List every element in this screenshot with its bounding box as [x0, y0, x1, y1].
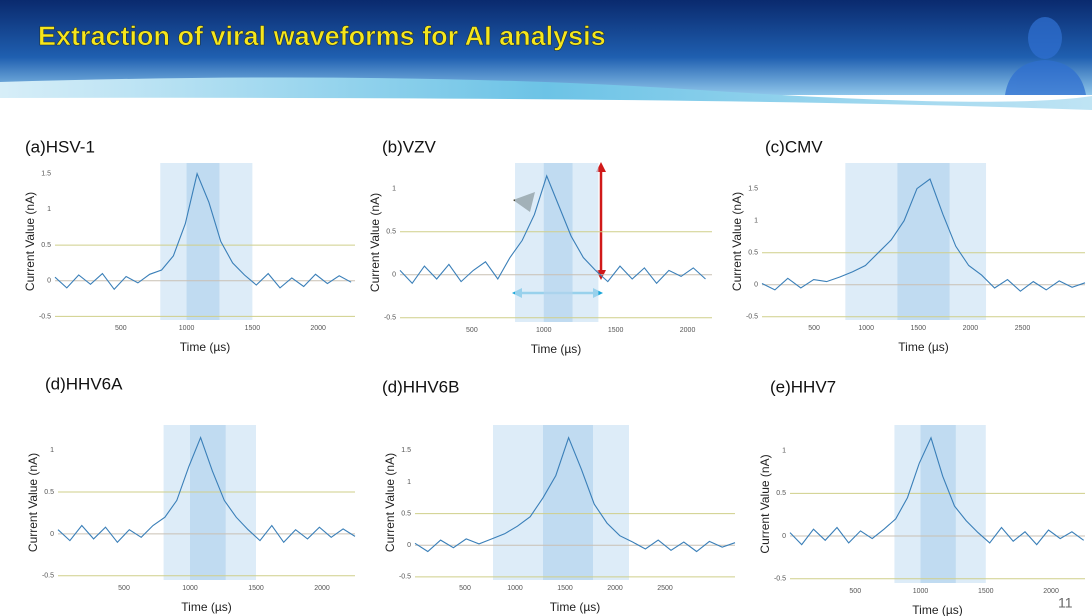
y-tick-label: -0.5: [39, 313, 51, 320]
panel-title: (d)HHV6A: [45, 374, 123, 393]
y-tick-label: 0: [754, 282, 758, 289]
x-tick-label: 500: [849, 588, 861, 595]
highlight-inner: [543, 425, 593, 580]
x-tick-label: 2000: [1043, 588, 1059, 595]
x-tick-label: 2000: [314, 585, 330, 592]
x-tick-label: 2000: [680, 327, 696, 334]
x-tick-label: 2000: [607, 585, 623, 592]
x-tick-label: 1500: [911, 325, 927, 332]
y-axis-label: Current Value (nA): [26, 453, 40, 552]
y-tick-label: 0: [392, 272, 396, 279]
waveform: [57, 436, 356, 544]
y-tick-label: 1: [407, 479, 411, 486]
y-tick-label: -0.5: [746, 314, 758, 321]
y-axis-label: Current Value (nA): [23, 192, 37, 291]
chart-panel: -0.5 0 0.5 1 1.5 500 1000 1500 2000 2500 (d)HHV6B T…: [382, 377, 736, 614]
x-tick-label: 1500: [557, 585, 573, 592]
x-tick-label: 1500: [608, 327, 624, 334]
x-axis-label: Time (µs): [550, 600, 600, 614]
y-tick-label: 1: [754, 218, 758, 225]
x-tick-label: 500: [115, 325, 127, 332]
x-tick-label: 1500: [978, 588, 994, 595]
y-tick-label: 0: [782, 533, 786, 540]
y-tick-label: -0.5: [399, 574, 411, 581]
highlight-inner: [920, 425, 956, 583]
waveform: [761, 178, 1086, 292]
x-tick-label: 1000: [858, 325, 874, 332]
highlight-inner: [190, 425, 226, 580]
slide-title: Extraction of viral waveforms for AI ana…: [38, 21, 606, 51]
waveform: [789, 436, 1085, 546]
header-swoosh: [0, 77, 1092, 110]
waveform: [414, 436, 736, 553]
page-number: 11: [1058, 595, 1073, 611]
y-tick-label: 1.5: [41, 171, 51, 178]
waveform: [54, 171, 352, 291]
x-tick-label: 2000: [310, 325, 326, 332]
x-tick-label: 500: [466, 327, 478, 334]
x-axis-label: Time (µs): [180, 340, 230, 354]
y-tick-label: 1: [782, 447, 786, 454]
highlight-inner: [543, 163, 573, 322]
y-tick-label: 0.5: [776, 490, 786, 497]
y-tick-label: -0.5: [774, 576, 786, 583]
y-axis-label: Current Value (nA): [368, 193, 382, 292]
highlight-inner: [186, 163, 220, 320]
x-axis-label: Time (µs): [181, 600, 231, 614]
y-axis-label: Current Value (nA): [383, 453, 397, 552]
y-tick-label: 0.5: [401, 510, 411, 517]
waveform: [399, 174, 706, 285]
x-tick-label: 1000: [507, 585, 523, 592]
x-tick-label: 1000: [179, 325, 195, 332]
y-tick-label: 0.5: [44, 489, 54, 496]
x-tick-label: 1500: [248, 585, 264, 592]
x-tick-label: 1000: [536, 327, 552, 334]
y-tick-label: -0.5: [42, 573, 54, 580]
chart-panel: -0.5 0 0.5 1 1.5 500 1000 1500 2000 2500 (c)CMV Tim…: [730, 137, 1086, 354]
y-tick-label: 1: [47, 206, 51, 213]
silhouette: [1005, 17, 1086, 95]
y-axis-label: Current Value (nA): [758, 454, 772, 553]
panel-title: (d)HHV6B: [382, 377, 459, 396]
y-tick-label: 1: [392, 186, 396, 193]
panel-title: (c)CMV: [765, 137, 823, 156]
panel-title: (a)HSV-1: [25, 137, 95, 156]
y-tick-label: 0: [407, 542, 411, 549]
highlight-inner: [897, 163, 950, 320]
x-tick-label: 500: [808, 325, 820, 332]
x-tick-label: 1000: [913, 588, 929, 595]
panel-title: (b)VZV: [382, 137, 437, 156]
y-tick-label: 0: [50, 531, 54, 538]
y-axis-label: Current Value (nA): [730, 192, 744, 291]
y-tick-label: 1.5: [401, 447, 411, 454]
x-axis-label: Time (µs): [898, 340, 948, 354]
x-axis-label: Time (µs): [531, 342, 581, 356]
x-tick-label: 2500: [1015, 325, 1031, 332]
y-tick-label: 1.5: [748, 185, 758, 192]
x-tick-label: 1000: [182, 585, 198, 592]
x-tick-label: 2500: [657, 585, 673, 592]
chart-panel: -0.5 0 0.5 1 1.5 500 1000 1500 2000 (a)HSV-1 Time …: [23, 137, 355, 354]
panel-title: (e)HHV7: [770, 377, 836, 396]
y-tick-label: 1: [50, 447, 54, 454]
y-tick-label: 0.5: [748, 250, 758, 257]
y-tick-label: 0: [47, 278, 51, 285]
y-tick-label: -0.5: [384, 315, 396, 322]
x-tick-label: 500: [459, 585, 471, 592]
y-tick-label: 0.5: [386, 229, 396, 236]
x-axis-label: Time (µs): [912, 603, 962, 616]
y-tick-label: 0.5: [41, 242, 51, 249]
x-tick-label: 500: [118, 585, 130, 592]
x-tick-label: 2000: [963, 325, 979, 332]
x-tick-label: 1500: [245, 325, 261, 332]
